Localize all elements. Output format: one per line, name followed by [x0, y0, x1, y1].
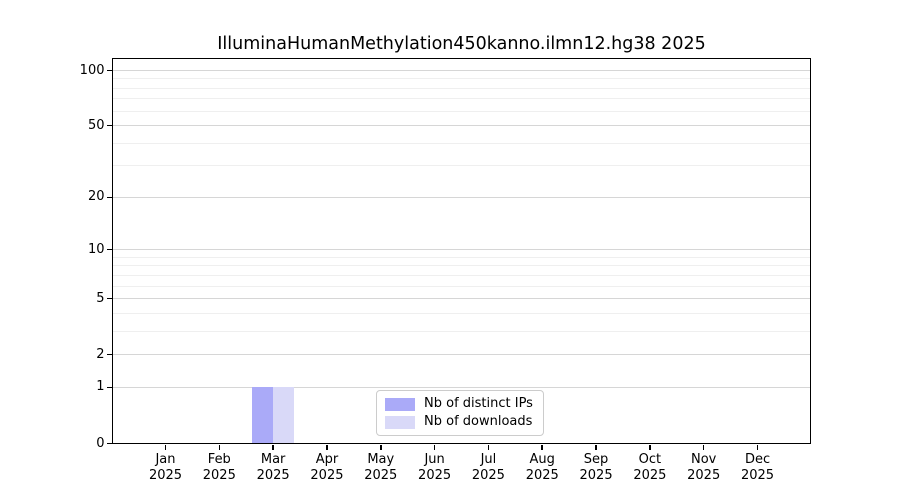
x-tick-year: 2025 [310, 467, 344, 483]
x-tick-month: Jan [155, 452, 176, 467]
x-tick-mark [541, 445, 543, 450]
y-tick-label: 1 [96, 379, 105, 395]
minor-gridline [113, 256, 810, 258]
legend-swatch-downloads-icon [385, 415, 415, 429]
major-gridline [113, 70, 810, 71]
x-tick-month: Aug [529, 452, 555, 467]
y-tick-mark [107, 69, 112, 72]
y-tick-label: 20 [87, 189, 105, 205]
x-tick-mark [272, 445, 274, 450]
y-tick-mark [107, 124, 112, 127]
x-tick-label: Jan 2025 [136, 452, 196, 483]
minor-gridline [113, 312, 810, 314]
major-gridline [113, 354, 810, 356]
x-tick-month: Nov [691, 452, 717, 467]
x-tick-year: 2025 [579, 467, 613, 483]
bar-nb-of-downloads [272, 386, 294, 443]
chart-title: IlluminaHumanMethylation450kanno.ilmn12.… [217, 34, 706, 54]
legend-swatch-distinct-ips-icon [385, 397, 415, 411]
x-tick-label: Jun 2025 [405, 452, 465, 483]
y-tick-mark [107, 353, 112, 356]
x-tick-month: May [367, 452, 395, 467]
legend-item-distinct-ips: Nb of distinct IPs [385, 397, 533, 411]
x-tick-month: Oct [638, 452, 662, 467]
x-tick-label: Dec 2025 [728, 452, 788, 483]
x-tick-label: Nov 2025 [674, 452, 734, 483]
x-tick-label: Jul 2025 [458, 452, 518, 483]
minor-gridline [113, 142, 810, 144]
bar-nb-of-distinct-ips [251, 386, 273, 443]
y-tick-label: 100 [79, 62, 105, 78]
y-tick-label: 10 [87, 241, 105, 257]
minor-gridline [113, 330, 810, 332]
major-gridline [113, 386, 810, 388]
y-tick-mark [107, 248, 112, 251]
x-tick-mark [702, 445, 705, 450]
x-tick-month: Mar [260, 452, 286, 467]
x-tick-year: 2025 [471, 467, 505, 483]
plot-area [112, 58, 811, 444]
x-tick-month: Feb [207, 452, 231, 467]
x-tick-year: 2025 [418, 467, 452, 483]
minor-gridline [113, 98, 810, 100]
x-tick-label: Oct 2025 [620, 452, 680, 483]
x-tick-mark [595, 445, 597, 450]
y-tick-mark [107, 196, 112, 199]
y-tick-mark [107, 386, 112, 389]
minor-gridline [113, 165, 810, 167]
minor-gridline [113, 78, 810, 80]
x-tick-month: Apr [315, 452, 339, 467]
y-tick-label: 2 [96, 346, 105, 362]
x-tick-mark [756, 445, 759, 450]
x-tick-year: 2025 [740, 467, 775, 483]
x-tick-label: Apr 2025 [297, 452, 357, 483]
x-tick-mark [218, 445, 221, 450]
legend-label-downloads: Nb of downloads [424, 414, 533, 429]
major-gridline [113, 196, 810, 198]
legend-label-distinct-ips: Nb of distinct IPs [424, 396, 533, 411]
y-tick-mark [107, 297, 112, 300]
x-tick-year: 2025 [148, 467, 183, 483]
x-tick-label: Aug 2025 [512, 452, 572, 483]
minor-gridline [113, 110, 810, 112]
x-tick-mark [487, 445, 490, 450]
major-gridline [113, 249, 810, 251]
y-tick-label: 50 [87, 117, 105, 133]
minor-gridline [113, 265, 810, 267]
x-tick-mark [164, 445, 167, 450]
x-tick-label: May 2025 [351, 452, 411, 483]
x-tick-month: Jul [480, 452, 497, 467]
x-tick-year: 2025 [633, 467, 667, 483]
x-tick-month: Jun [424, 452, 445, 467]
x-tick-year: 2025 [364, 467, 398, 483]
x-tick-month: Sep [583, 452, 609, 467]
x-tick-mark [380, 445, 382, 450]
x-tick-mark [326, 445, 328, 450]
y-tick-label: 0 [96, 435, 105, 451]
x-tick-mark [649, 445, 651, 450]
x-tick-month: Dec [744, 452, 771, 467]
major-gridline [113, 298, 810, 300]
x-tick-mark [433, 445, 436, 450]
minor-gridline [113, 285, 810, 287]
major-gridline [113, 125, 810, 127]
x-tick-year: 2025 [256, 467, 290, 483]
y-tick-mark [107, 442, 112, 445]
x-tick-label: Feb 2025 [189, 452, 249, 483]
x-tick-year: 2025 [525, 467, 559, 483]
x-tick-label: Sep 2025 [566, 452, 626, 483]
x-tick-label: Mar 2025 [243, 452, 303, 483]
legend: Nb of distinct IPs Nb of downloads [376, 390, 544, 436]
minor-gridline [113, 87, 810, 89]
x-tick-year: 2025 [202, 467, 236, 483]
minor-gridline [113, 274, 810, 276]
x-tick-year: 2025 [687, 467, 721, 483]
y-tick-label: 5 [96, 290, 105, 306]
legend-item-downloads: Nb of downloads [385, 415, 533, 429]
